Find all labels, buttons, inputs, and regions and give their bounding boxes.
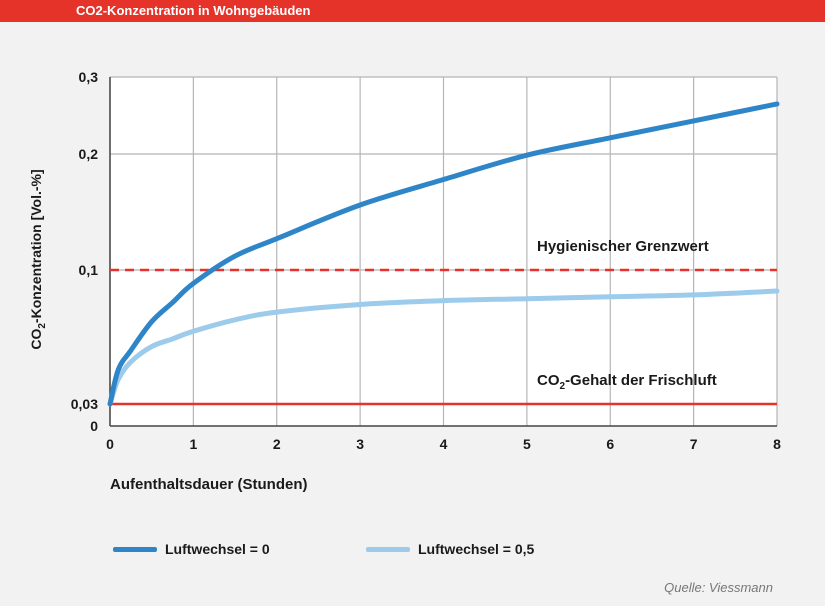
series-line-luftwechsel-0 bbox=[107, 101, 780, 407]
series-group bbox=[107, 101, 780, 407]
x-tick-label: 0 bbox=[106, 436, 114, 452]
fresh-air-label: CO2-Gehalt der Frischluft bbox=[537, 372, 717, 392]
hygiene-limit-label: Hygienischer Grenzwert bbox=[537, 238, 709, 255]
x-tick-label: 1 bbox=[189, 436, 197, 452]
x-tick-label: 6 bbox=[606, 436, 614, 452]
title-bar: CO2-Konzentration in Wohngebäuden bbox=[0, 0, 825, 22]
reference-lines: Hygienischer Grenzwert CO2-Gehalt der Fri… bbox=[110, 238, 777, 406]
series-line-luftwechsel-0-5 bbox=[107, 288, 780, 407]
x-axis-label: Aufenthaltsdauer (Stunden) bbox=[110, 476, 308, 493]
legend-swatch bbox=[366, 546, 410, 552]
chart-title: CO2-Konzentration in Wohngebäuden bbox=[76, 3, 311, 18]
x-tick-label: 7 bbox=[690, 436, 698, 452]
y-tick-label: 0,3 bbox=[79, 69, 99, 85]
x-tick-labels: 0 1 2 3 4 5 6 7 8 bbox=[106, 436, 781, 452]
legend-item-luftwechsel-0-5: Luftwechsel = 0,5 bbox=[366, 541, 534, 557]
y-tick-labels: 0 0,03 0,1 0,2 0,3 bbox=[71, 69, 98, 434]
y-tick-label: 0,2 bbox=[79, 146, 99, 162]
legend-swatch bbox=[113, 546, 157, 552]
x-tick-label: 2 bbox=[273, 436, 281, 452]
x-tick-label: 5 bbox=[523, 436, 531, 452]
x-tick-label: 4 bbox=[440, 436, 448, 452]
source-note: Quelle: Viessmann bbox=[664, 580, 773, 595]
x-tick-label: 3 bbox=[356, 436, 364, 452]
legend: Luftwechsel = 0 Luftwechsel = 0,5 bbox=[0, 541, 825, 561]
grid bbox=[109, 76, 778, 427]
y-tick-label: 0 bbox=[90, 418, 98, 434]
legend-label: Luftwechsel = 0 bbox=[165, 541, 270, 557]
y-axis-label: CO2-Konzentration [Vol.-%] bbox=[28, 169, 48, 349]
legend-item-luftwechsel-0: Luftwechsel = 0 bbox=[113, 541, 270, 557]
y-tick-label: 0,1 bbox=[79, 262, 99, 278]
x-tick-label: 8 bbox=[773, 436, 781, 452]
y-tick-label: 0,03 bbox=[71, 396, 98, 412]
legend-label: Luftwechsel = 0,5 bbox=[418, 541, 535, 557]
